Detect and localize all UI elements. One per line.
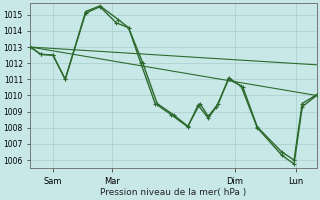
X-axis label: Pression niveau de la mer( hPa ): Pression niveau de la mer( hPa ) <box>100 188 247 197</box>
